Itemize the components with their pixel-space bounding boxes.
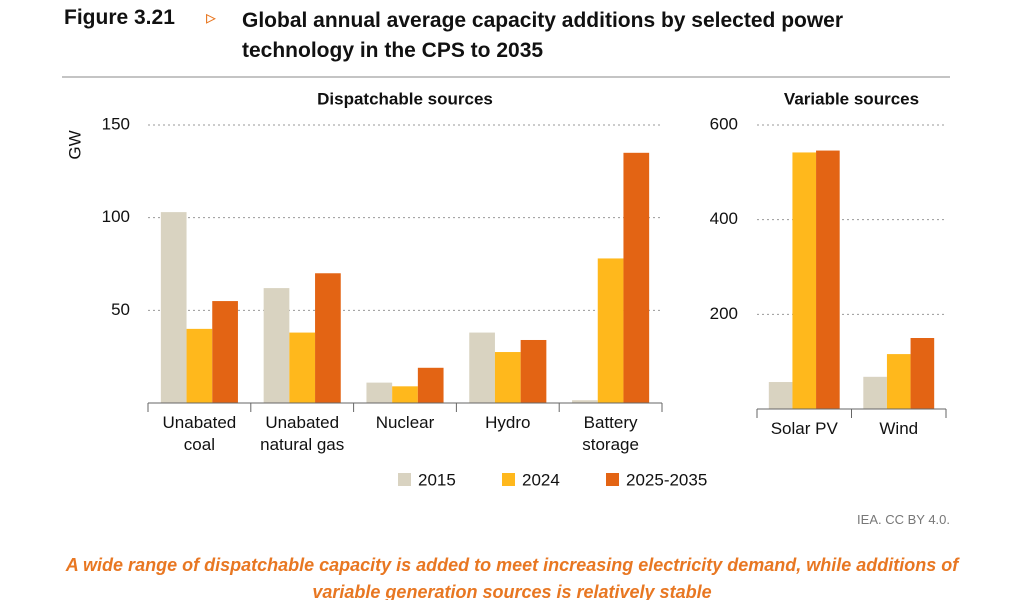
y-tick-label: 400 xyxy=(710,209,738,228)
bar xyxy=(212,301,238,403)
y-tick-label: 600 xyxy=(710,114,738,133)
source: IEA. CC BY 4.0. xyxy=(857,512,950,527)
x-tick-label: Solar PV xyxy=(770,419,838,438)
figure-marker: ▹ xyxy=(206,7,217,29)
bar xyxy=(520,339,547,403)
x-tick-label: Unabated natural gas xyxy=(260,413,345,454)
bar xyxy=(886,354,911,409)
bar xyxy=(392,386,418,403)
bar xyxy=(366,382,393,403)
x-tick-label: Nuclear xyxy=(375,413,435,432)
bar xyxy=(572,400,598,403)
y-tick-label: 50 xyxy=(111,300,130,319)
figure-title: Global annual average capacity additions… xyxy=(242,9,844,62)
y-axis-label: GW xyxy=(65,130,84,159)
legend-label: 2015 xyxy=(418,470,456,489)
legend-label: 2024 xyxy=(522,470,560,489)
figure-label: Figure 3.21 xyxy=(64,6,175,29)
x-tick-label: Unabated coal xyxy=(162,413,237,454)
bar xyxy=(597,258,624,403)
x-tick-label: Wind xyxy=(879,419,919,438)
bar xyxy=(768,382,793,409)
bar xyxy=(792,152,817,409)
chart-title: Variable sources xyxy=(784,89,919,108)
y-tick-label: 150 xyxy=(102,114,130,133)
bar xyxy=(186,328,213,403)
bar xyxy=(910,338,935,409)
bar xyxy=(160,212,187,403)
bar xyxy=(863,376,887,409)
bar xyxy=(289,332,316,403)
caption: A wide range of dispatchable capacity is… xyxy=(65,555,959,600)
bar xyxy=(623,152,650,403)
legend-swatch xyxy=(606,473,619,486)
x-tick-label: Battery storage xyxy=(582,413,639,454)
bar xyxy=(263,288,290,403)
bar xyxy=(315,273,341,403)
chart-title: Dispatchable sources xyxy=(317,89,493,108)
y-tick-label: 200 xyxy=(710,304,738,323)
y-tick-label: 100 xyxy=(102,207,130,226)
bar xyxy=(469,332,495,403)
legend-swatch xyxy=(502,473,515,486)
bar xyxy=(816,150,840,409)
legend-swatch xyxy=(398,473,411,486)
legend-label: 2025-2035 xyxy=(626,470,707,489)
bar xyxy=(494,352,521,403)
bar xyxy=(417,367,444,403)
x-tick-label: Hydro xyxy=(485,413,531,432)
